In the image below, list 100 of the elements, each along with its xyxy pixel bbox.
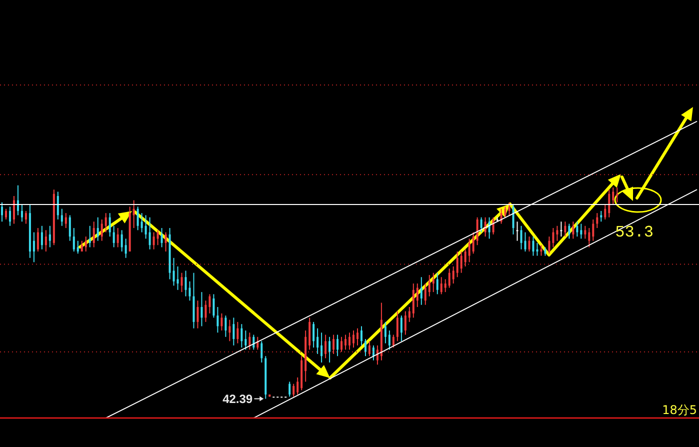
candlestick <box>548 236 550 254</box>
candlestick <box>232 317 235 346</box>
candlestick <box>328 336 331 363</box>
candlestick <box>320 332 323 363</box>
candlestick <box>324 334 327 359</box>
candlestick <box>600 210 602 222</box>
candlestick <box>188 280 191 302</box>
candlestick <box>432 272 434 293</box>
candlestick <box>568 223 570 240</box>
candlestick <box>316 328 319 354</box>
candlestick <box>84 236 87 252</box>
candlestick <box>196 300 199 329</box>
candlestick <box>236 321 239 344</box>
candlestick <box>212 294 215 318</box>
candlestick <box>416 283 418 308</box>
candlestick <box>184 270 187 297</box>
candlestick <box>512 204 514 235</box>
candlestick <box>64 212 67 229</box>
candlestick <box>452 266 454 284</box>
candlestick <box>24 210 27 224</box>
candlestick <box>164 232 167 252</box>
candlestick <box>372 344 374 361</box>
candlestick <box>340 336 343 352</box>
candlestick <box>576 221 578 238</box>
candlestick <box>32 232 35 263</box>
candlestick <box>472 232 474 254</box>
candlestick <box>12 196 15 224</box>
candlestick <box>596 212 598 229</box>
candlestick <box>216 306 219 334</box>
candlestick <box>72 228 75 252</box>
candlestick <box>208 294 211 314</box>
candlestick <box>396 310 398 342</box>
candlestick <box>4 208 7 220</box>
candlestick <box>524 232 526 252</box>
candlestick <box>564 221 566 238</box>
candlestick <box>484 216 486 238</box>
candlestick <box>344 334 347 350</box>
candlestick <box>476 216 478 246</box>
candlestick <box>176 266 179 290</box>
candlestick <box>516 221 518 242</box>
candlestick <box>616 186 618 203</box>
candlestick <box>384 321 386 344</box>
candlestick <box>120 230 123 252</box>
candlestick <box>400 315 402 342</box>
candlestick <box>332 334 335 354</box>
candlestick <box>448 268 450 288</box>
candlestick <box>116 228 119 248</box>
candlestick <box>464 248 466 267</box>
candlestick <box>356 328 358 346</box>
candlestick <box>220 312 223 331</box>
candlestick <box>456 251 458 278</box>
candlestick <box>376 344 378 366</box>
candlestick <box>612 186 614 206</box>
candlestick <box>572 221 574 240</box>
candlestick <box>408 306 410 322</box>
candlestick <box>60 208 63 226</box>
candlestick <box>228 319 231 342</box>
candlestick <box>604 204 606 220</box>
candlestick <box>392 334 394 348</box>
candlestick <box>148 216 151 250</box>
candlestick <box>200 292 203 327</box>
candlestick <box>424 283 426 306</box>
candlestick <box>552 228 554 248</box>
candlestick <box>436 272 438 295</box>
candlestick <box>468 238 470 263</box>
candlestick <box>104 212 107 233</box>
candlestick <box>368 340 370 357</box>
candlestick <box>124 238 127 258</box>
candlestick <box>204 300 207 322</box>
candlestick <box>288 381 291 398</box>
candlestick <box>40 225 43 250</box>
candlestick <box>224 315 227 338</box>
candlestick <box>508 202 510 216</box>
candlestick <box>388 330 390 350</box>
candlestick <box>48 225 51 248</box>
candlestick <box>296 376 299 396</box>
candlestick <box>292 383 295 398</box>
candlestick <box>96 216 99 242</box>
candlestick <box>540 244 542 256</box>
candlestick <box>592 218 594 242</box>
candlestick <box>20 204 23 222</box>
candlestick <box>528 236 530 252</box>
candlestick <box>420 276 422 306</box>
candlestick <box>36 228 39 252</box>
candlestick <box>160 228 163 248</box>
candlestick <box>480 216 482 233</box>
candlestick <box>336 334 339 357</box>
candlestick <box>172 257 175 286</box>
candlestick <box>248 332 251 350</box>
candlestick <box>44 230 47 252</box>
candlestick <box>100 218 103 242</box>
candlestick <box>144 214 147 240</box>
candlestick <box>580 223 582 240</box>
candlestick <box>56 191 59 220</box>
candlestick <box>440 276 442 295</box>
candlestick <box>244 330 247 350</box>
candlestick <box>520 225 522 250</box>
candlestick <box>76 240 79 254</box>
candlestick <box>556 225 558 242</box>
candlestick <box>240 324 243 348</box>
